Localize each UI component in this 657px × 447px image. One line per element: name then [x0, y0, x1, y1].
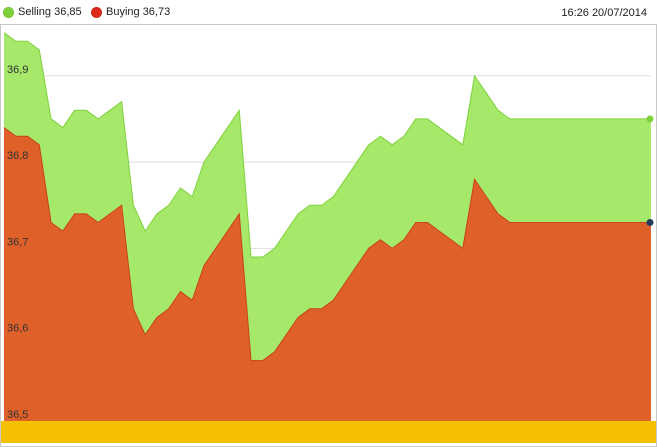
y-tick-label-4: 36,5: [7, 409, 28, 421]
y-tick-label-3: 36,6: [7, 323, 28, 335]
bottom-band: [0, 421, 657, 443]
end-markers: [646, 115, 654, 226]
timestamp: 16:26 20/07/2014: [561, 7, 647, 19]
series-areas: [3, 32, 652, 421]
buying-label: Buying 36,73: [106, 6, 171, 18]
legend-item-selling[interactable]: Selling 36,85: [3, 5, 82, 19]
legend-item-buying[interactable]: Buying 36,73: [91, 5, 170, 19]
buying-end-marker: [646, 219, 654, 226]
y-tick-label-2: 36,7: [7, 236, 28, 248]
y-tick-label-1: 36,8: [7, 150, 28, 162]
selling-label: Selling 36,85: [18, 6, 82, 18]
chart-legend: Selling 36,85 Buying 36,73 16:26 20/07/2…: [0, 0, 657, 24]
selling-dot-icon: [3, 6, 14, 18]
y-axis-ticks: 36,9 36,8 36,7 36,6 36,5: [7, 64, 28, 421]
selling-line: [3, 32, 651, 258]
price-area-chart: 36,9 36,8 36,7 36,6 36,5: [0, 24, 657, 447]
selling-end-marker: [646, 115, 654, 123]
buying-dot-icon: [91, 6, 102, 18]
buying-line: [3, 127, 651, 362]
y-tick-label-0: 36,9: [7, 64, 28, 76]
